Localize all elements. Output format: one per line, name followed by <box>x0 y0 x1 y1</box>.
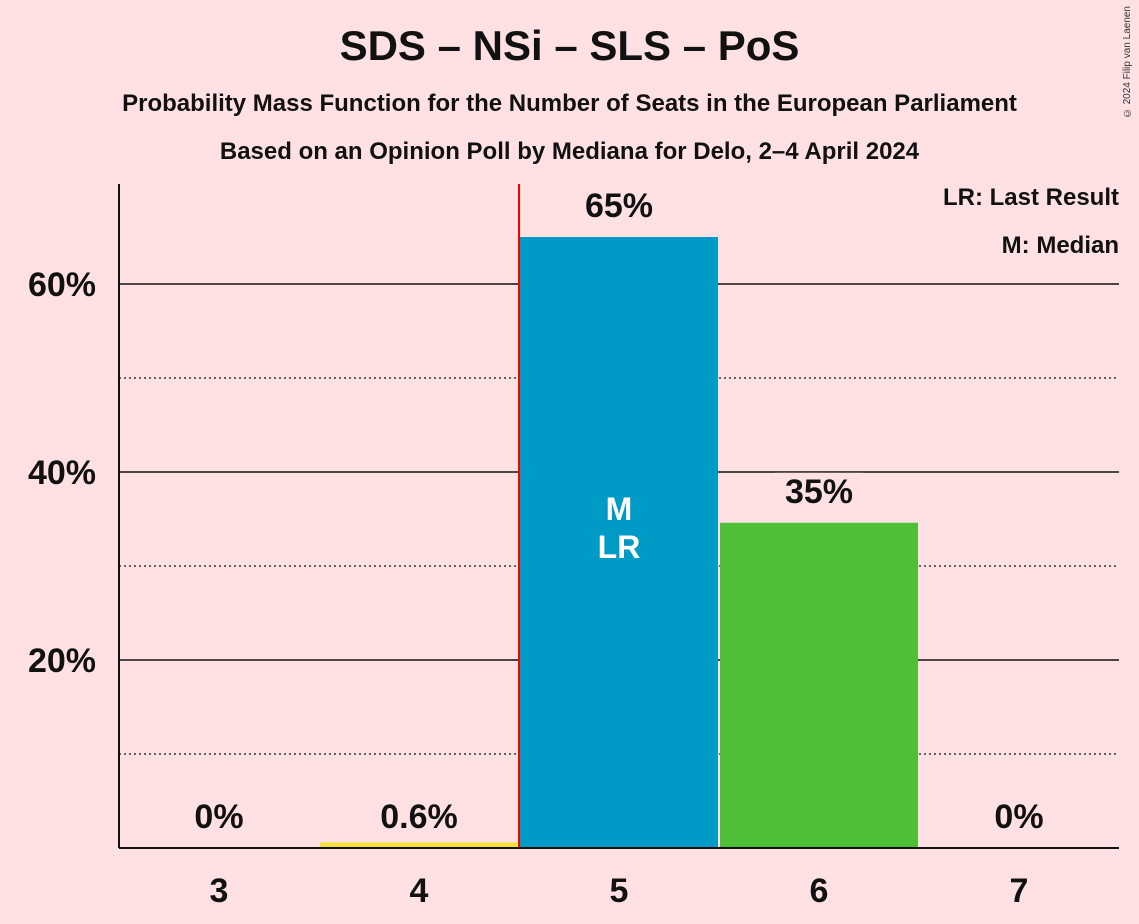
chart-source: Based on an Opinion Poll by Mediana for … <box>219 138 920 165</box>
data-label-bg <box>575 187 663 227</box>
data-label: 0.6% <box>380 798 458 836</box>
data-label: 35% <box>785 473 853 511</box>
x-tick-label: 6 <box>810 872 829 910</box>
chart-subtitle: Probability Mass Function for the Number… <box>122 90 1017 117</box>
data-label-bg <box>775 472 863 513</box>
x-tick-label: 4 <box>410 872 429 910</box>
x-tick-label: 7 <box>1010 872 1029 910</box>
legend-last-result: LR: Last Result <box>942 184 1119 211</box>
legend-median: M: Median <box>1001 232 1119 259</box>
y-tick-label: 40% <box>28 454 96 492</box>
data-label: 65% <box>585 187 653 225</box>
bar <box>720 522 918 848</box>
data-label: 0% <box>994 798 1043 836</box>
bar <box>520 237 718 848</box>
y-tick-label: 20% <box>28 642 96 680</box>
data-label: 0% <box>194 798 243 836</box>
x-tick-label: 5 <box>610 872 629 910</box>
last-result-marker-label: LR <box>598 529 641 565</box>
x-tick-label: 3 <box>210 872 229 910</box>
median-marker-label: M <box>606 491 633 527</box>
bar <box>320 842 518 848</box>
chart-title: SDS – NSi – SLS – PoS <box>339 22 800 69</box>
y-tick-label: 60% <box>28 266 96 304</box>
